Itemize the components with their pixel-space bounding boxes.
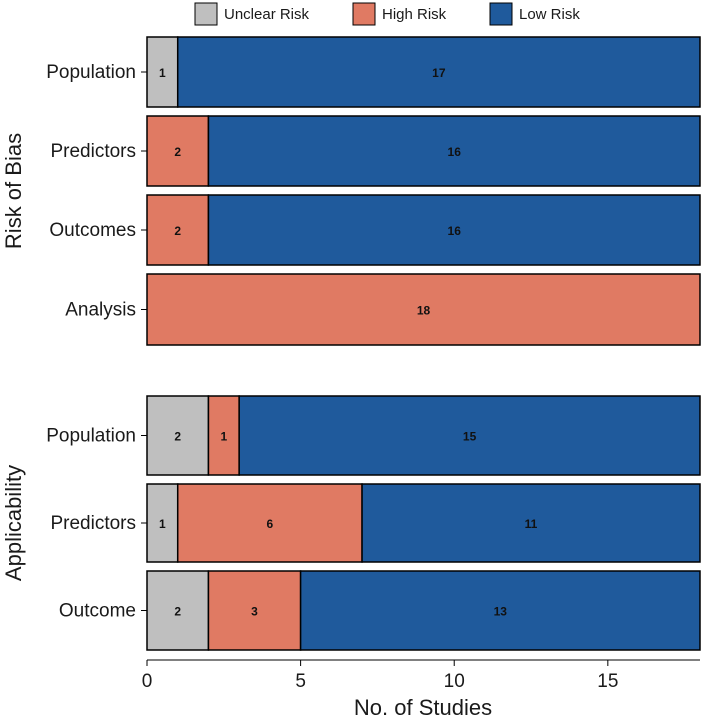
category-label: Population (46, 426, 136, 447)
data-label-high-risk: 18 (417, 304, 431, 318)
legend: Unclear Risk High Risk Low Risk (194, 2, 580, 26)
legend-swatch-unclear-risk (194, 2, 218, 26)
bar-segment-low-risk (299, 570, 701, 651)
data-label-high-risk: 3 (251, 605, 258, 619)
panel-title-applicability: Applicability (1, 465, 26, 581)
data-label-high-risk: 2 (174, 145, 181, 159)
bar-segment-unclear-risk (146, 483, 179, 563)
data-label-unclear-risk: 2 (174, 605, 181, 619)
x-axis-title: No. of Studies (354, 695, 492, 720)
bar-row-applicability-outcome: Outcome 2 3 13 (59, 570, 701, 651)
bar-row-applicability-population: Population 2 1 15 (46, 395, 701, 476)
bar-segment-high-risk (207, 395, 240, 476)
bar-row-risk-of-bias-population: Population 1 17 (46, 36, 701, 108)
data-label-low-risk: 13 (494, 605, 508, 619)
x-tick-label: 10 (444, 671, 465, 692)
category-label: Analysis (65, 300, 136, 321)
bar-segment-unclear-risk (146, 570, 210, 651)
panel-applicability: Applicability Population 2 1 15 Predictors 1 6 1… (1, 395, 701, 651)
bar-segment-high-risk (146, 194, 210, 266)
category-label: Outcome (59, 601, 136, 622)
bar-segment-low-risk (238, 395, 701, 476)
data-label-low-risk: 16 (448, 145, 462, 159)
data-label-unclear-risk: 1 (159, 517, 166, 531)
data-label-unclear-risk: 1 (159, 66, 166, 80)
bar-segment-low-risk (207, 194, 701, 266)
x-tick-label: 5 (295, 671, 306, 692)
data-label-high-risk: 6 (267, 517, 274, 531)
data-label-high-risk: 1 (220, 430, 227, 444)
bar-segment-low-risk (207, 115, 701, 187)
panel-title-risk-of-bias: Risk of Bias (1, 133, 26, 249)
bar-segment-low-risk (176, 36, 701, 108)
x-tick-label: 15 (597, 671, 618, 692)
data-label-low-risk: 15 (463, 430, 477, 444)
category-label: Predictors (50, 141, 136, 162)
x-tick-label: 0 (142, 671, 153, 692)
data-label-low-risk: 17 (432, 66, 446, 80)
x-axis: 0 5 10 15 (142, 659, 700, 692)
bar-segment-high-risk (207, 570, 302, 651)
category-label: Outcomes (49, 220, 136, 241)
bar-row-risk-of-bias-outcomes: Outcomes 2 16 (49, 194, 701, 266)
data-label-high-risk: 2 (174, 224, 181, 238)
category-label: Predictors (50, 513, 136, 534)
data-label-low-risk: 16 (448, 224, 462, 238)
legend-label-high-risk: High Risk (382, 6, 447, 23)
bar-segment-high-risk (146, 115, 210, 187)
legend-label-unclear-risk: Unclear Risk (224, 6, 310, 23)
category-label: Population (46, 62, 136, 83)
legend-label-low-risk: Low Risk (519, 6, 580, 23)
bar-segment-high-risk (146, 273, 701, 346)
bar-segment-high-risk (176, 483, 363, 563)
data-label-low-risk: 11 (525, 517, 538, 531)
legend-swatch-high-risk (352, 2, 376, 26)
legend-swatch-low-risk (489, 2, 513, 26)
bar-row-risk-of-bias-predictors: Predictors 2 16 (50, 115, 701, 187)
bar-segment-low-risk (361, 483, 701, 563)
bar-row-risk-of-bias-analysis: Analysis 18 (65, 273, 701, 346)
bar-row-applicability-predictors: Predictors 1 6 11 (50, 483, 701, 563)
data-label-unclear-risk: 2 (174, 430, 181, 444)
